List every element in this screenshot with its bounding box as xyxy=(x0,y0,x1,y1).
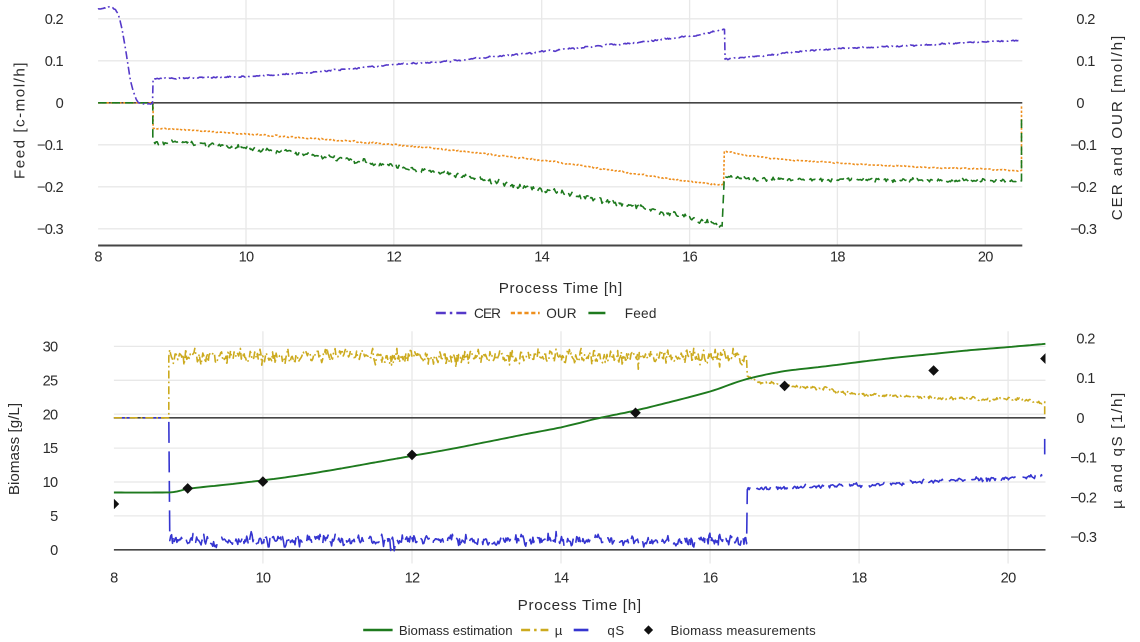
svg-text:0.1: 0.1 xyxy=(45,54,64,70)
svg-text:0: 0 xyxy=(56,96,64,112)
svg-text:8: 8 xyxy=(110,571,118,587)
svg-text:0.1: 0.1 xyxy=(1076,54,1095,70)
svg-text:Biomass [g/L]: Biomass [g/L] xyxy=(6,403,23,495)
svg-text:−0.1: −0.1 xyxy=(1070,138,1097,154)
svg-text:0.2: 0.2 xyxy=(1076,12,1095,28)
svg-text:10: 10 xyxy=(255,571,270,587)
svg-text:18: 18 xyxy=(852,571,867,587)
svg-text:8: 8 xyxy=(94,250,102,266)
svg-text:Biomass measurements: Biomass measurements xyxy=(671,623,817,638)
svg-text:Biomass estimation: Biomass estimation xyxy=(399,623,513,638)
svg-text:30: 30 xyxy=(43,340,58,356)
svg-text:Feed: Feed xyxy=(625,306,657,321)
svg-text:Process Time [h]: Process Time [h] xyxy=(518,597,642,614)
svg-text:−0.3: −0.3 xyxy=(1070,222,1097,238)
svg-text:CER and OUR [mol/h]: CER and OUR [mol/h] xyxy=(1109,34,1126,220)
svg-text:18: 18 xyxy=(830,250,845,266)
svg-text:14: 14 xyxy=(534,250,549,266)
svg-text:−0.1: −0.1 xyxy=(37,138,64,154)
svg-text:0.2: 0.2 xyxy=(1076,331,1095,347)
svg-text:−0.2: −0.2 xyxy=(37,180,64,196)
svg-text:12: 12 xyxy=(405,571,420,587)
svg-text:10: 10 xyxy=(239,250,254,266)
svg-text:OUR: OUR xyxy=(546,306,576,321)
svg-text:15: 15 xyxy=(43,441,58,457)
svg-text:16: 16 xyxy=(682,250,697,266)
svg-text:Feed [c-mol/h]: Feed [c-mol/h] xyxy=(11,61,28,179)
svg-text:µ: µ xyxy=(555,623,563,638)
svg-text:0: 0 xyxy=(50,543,58,559)
svg-text:0: 0 xyxy=(1076,96,1084,112)
svg-text:µ and qS [1/h]: µ and qS [1/h] xyxy=(1109,391,1126,509)
svg-text:−0.2: −0.2 xyxy=(1070,180,1097,196)
svg-text:qS: qS xyxy=(607,623,624,638)
svg-text:−0.3: −0.3 xyxy=(37,222,64,238)
svg-text:12: 12 xyxy=(386,250,401,266)
svg-text:20: 20 xyxy=(1001,571,1016,587)
svg-text:20: 20 xyxy=(978,250,993,266)
svg-text:−0.1: −0.1 xyxy=(1070,451,1097,467)
svg-text:0: 0 xyxy=(1076,411,1084,427)
svg-text:CER: CER xyxy=(474,306,501,321)
svg-text:−0.3: −0.3 xyxy=(1070,530,1097,546)
svg-text:0.2: 0.2 xyxy=(45,12,64,28)
svg-text:16: 16 xyxy=(703,571,718,587)
svg-text:10: 10 xyxy=(43,475,58,491)
svg-text:Process Time [h]: Process Time [h] xyxy=(499,280,623,297)
svg-text:14: 14 xyxy=(554,571,569,587)
svg-text:0.1: 0.1 xyxy=(1076,371,1095,387)
svg-text:20: 20 xyxy=(43,407,58,423)
svg-text:5: 5 xyxy=(50,509,58,525)
svg-text:25: 25 xyxy=(43,373,58,389)
svg-text:−0.2: −0.2 xyxy=(1070,490,1097,506)
